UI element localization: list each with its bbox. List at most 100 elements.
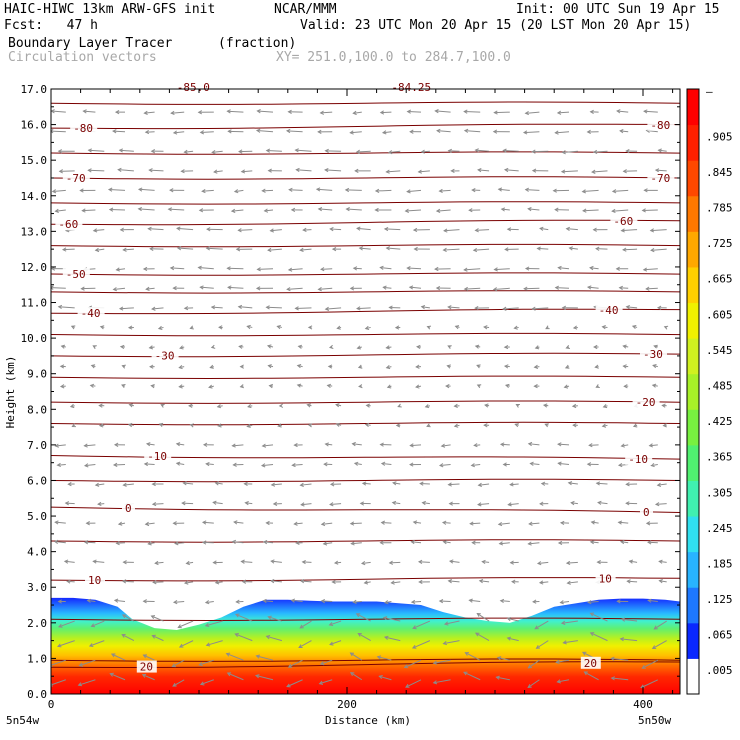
vector-arrow [411, 600, 422, 603]
vector-arrow [205, 600, 214, 604]
vector-arrowhead [225, 652, 231, 657]
colorbar-label: .305 [706, 486, 733, 499]
vector-arrowhead [596, 560, 601, 565]
vector-arrowhead [374, 188, 380, 194]
vector-arrow [184, 150, 194, 153]
vector-arrowhead [205, 642, 211, 647]
vector-arrow [301, 503, 312, 506]
vector-arrowhead [59, 364, 65, 369]
vector-arrowhead [406, 109, 412, 114]
vector-arrowhead [434, 109, 439, 114]
vector-arrowhead [438, 188, 443, 194]
colorbar-label: .665 [706, 273, 733, 286]
vector-arrowhead [240, 169, 246, 174]
vector-arrowhead [442, 641, 448, 646]
vector-arrowhead [616, 599, 621, 604]
vector-arrow [95, 483, 105, 486]
vector-arrow [384, 228, 401, 231]
vector-arrowhead [593, 344, 598, 350]
vector-arrow [176, 462, 185, 465]
vector-arrow [560, 600, 570, 604]
colorbar-swatch [687, 551, 699, 588]
contour-line [51, 176, 680, 180]
vector-arrowhead [328, 344, 334, 349]
vector-arrowhead [329, 502, 334, 507]
vector-arrow [58, 620, 75, 628]
valid-time: Valid: 23 UTC Mon 20 Apr 15 (20 LST Mon … [300, 18, 692, 33]
vector-arrow [439, 189, 451, 192]
vector-arrow [563, 640, 578, 644]
forecast-hour: Fcst: 47 h [4, 18, 98, 33]
vector-arrowhead [319, 110, 325, 115]
vector-arrowhead [83, 540, 89, 545]
vector-arrowhead [99, 325, 105, 330]
vector-arrow [418, 561, 430, 563]
vector-arrowhead [589, 109, 594, 115]
vector-arrowhead [294, 306, 299, 311]
vector-arrowhead [404, 208, 410, 213]
vector-arrowhead [352, 266, 358, 271]
vector-arrow [413, 521, 422, 524]
vector-arrowhead [565, 344, 570, 349]
y-tick-label: 8.0 [27, 403, 47, 416]
vector-arrowhead [511, 579, 516, 584]
colorbar-label: .845 [706, 166, 733, 179]
vector-arrow [443, 541, 451, 544]
y-tick-label: 15.0 [21, 154, 48, 167]
vector-arrowhead [588, 443, 593, 448]
vector-arrow [55, 444, 66, 447]
vector-arrowhead [379, 540, 384, 545]
vector-arrowhead [119, 344, 125, 350]
vector-arrowhead [601, 423, 607, 428]
vector-arrowhead [387, 150, 393, 155]
vector-arrowhead [559, 600, 564, 605]
vector-arrowhead [278, 403, 284, 408]
vector-arrow [200, 679, 214, 685]
vector-arrow [473, 248, 490, 251]
vector-arrow [55, 521, 66, 524]
vector-arrow [292, 463, 303, 466]
vector-arrowhead [565, 226, 571, 232]
vector-arrow [122, 580, 134, 583]
vector-arrow [592, 170, 608, 173]
vector-arrowhead [447, 148, 453, 154]
vector-arrowhead [560, 620, 566, 625]
vector-arrowhead [238, 149, 243, 154]
vector-arrowhead [477, 168, 482, 173]
contour-line [51, 400, 680, 404]
vector-arrow [152, 307, 164, 310]
vector-arrow [353, 111, 362, 114]
vector-arrowhead [263, 208, 269, 213]
vector-arrowhead [307, 325, 313, 330]
contour-label: -60 [613, 215, 633, 228]
vector-arrowhead [503, 364, 509, 369]
vector-arrowhead [615, 266, 620, 271]
vector-arrowhead [94, 247, 100, 253]
vector-arrow [235, 633, 253, 642]
vector-arrowhead [142, 266, 148, 272]
vector-arrowhead [507, 502, 512, 507]
vector-arrow [448, 150, 460, 152]
vector-arrowhead [572, 423, 577, 428]
vector-arrowhead [189, 325, 194, 330]
vector-arrow [498, 522, 510, 525]
contour-label: 20 [584, 657, 597, 670]
vector-arrow [51, 287, 66, 289]
contour-line [51, 577, 680, 582]
vector-arrow [330, 503, 342, 506]
vector-arrowhead [650, 463, 655, 468]
vector-arrowhead [295, 167, 300, 173]
vector-arrowhead [277, 423, 282, 428]
contour-label-bg [610, 215, 638, 228]
contour-label: 0 [125, 502, 132, 515]
vector-arrow [561, 170, 578, 173]
vector-arrow [525, 111, 540, 114]
vector-arrow [392, 502, 401, 505]
vector-arrowhead [226, 672, 232, 677]
vector-arrow [407, 189, 422, 193]
vector-arrowhead [183, 149, 188, 155]
vector-arrowhead [322, 541, 328, 546]
vector-arrow [655, 503, 667, 505]
vector-arrowhead [57, 304, 63, 310]
vector-arrowhead [625, 501, 630, 506]
